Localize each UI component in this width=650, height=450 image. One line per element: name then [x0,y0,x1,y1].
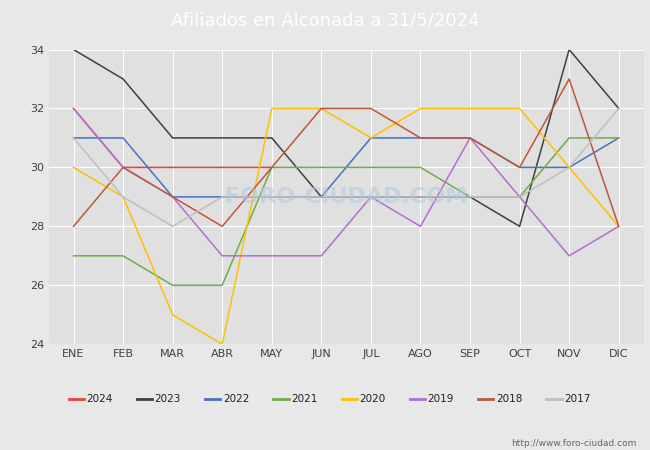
Text: 2019: 2019 [428,394,454,405]
Text: FORO-CIUDAD.COM: FORO-CIUDAD.COM [225,187,467,207]
Text: 2020: 2020 [359,394,385,405]
Text: 2022: 2022 [223,394,250,405]
Text: Afiliados en Alconada a 31/5/2024: Afiliados en Alconada a 31/5/2024 [171,12,479,30]
Text: http://www.foro-ciudad.com: http://www.foro-ciudad.com [512,439,637,448]
Text: 2024: 2024 [86,394,113,405]
Text: 2021: 2021 [291,394,318,405]
Text: 2023: 2023 [155,394,181,405]
Text: 2017: 2017 [564,394,591,405]
Text: 2018: 2018 [496,394,523,405]
